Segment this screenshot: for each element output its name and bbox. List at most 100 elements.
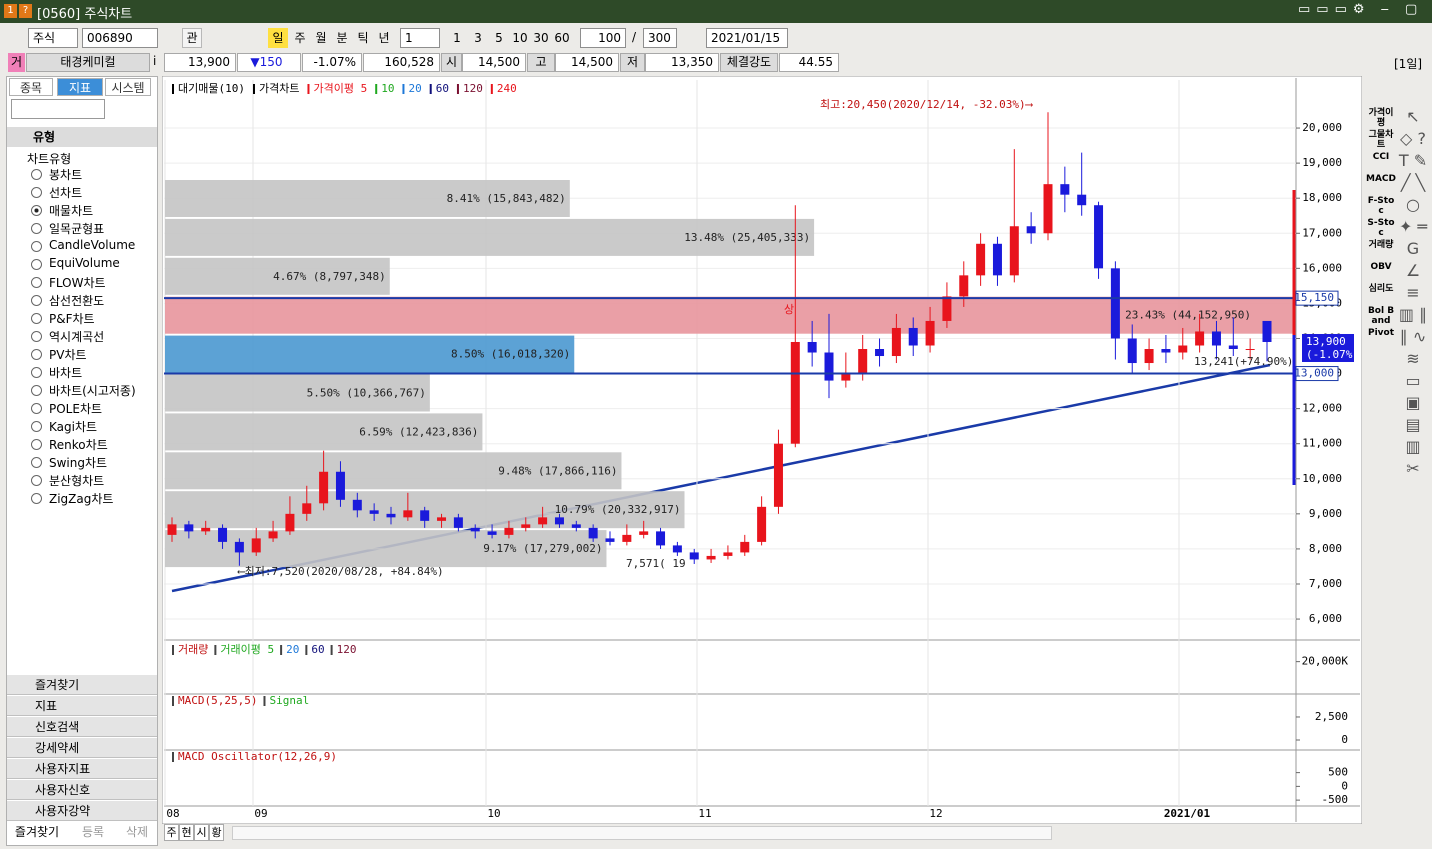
bottom-tab[interactable]: 현: [179, 824, 194, 841]
chart-type-option[interactable]: 선차트: [49, 186, 83, 200]
period-button[interactable]: 틱: [357, 31, 369, 45]
window-controls[interactable]: ▭▭▭⚙ ‒ ▢ ✕: [1298, 2, 1432, 17]
bottom-button[interactable]: 삭제: [125, 825, 149, 839]
chart-type-option[interactable]: FLOW차트: [49, 276, 106, 290]
indicator-button[interactable]: MACD: [1366, 174, 1396, 184]
radio[interactable]: [31, 187, 42, 198]
interval-select[interactable]: 1: [400, 28, 440, 48]
chart-type-option[interactable]: 봉차트: [49, 168, 83, 182]
radio[interactable]: [31, 439, 42, 450]
bottom-button[interactable]: 등록: [81, 825, 105, 839]
chart-type-option[interactable]: POLE차트: [49, 402, 103, 416]
folder[interactable]: 즐겨찾기: [7, 675, 157, 695]
chart-type-option[interactable]: EquiVolume: [49, 256, 120, 270]
folder[interactable]: 강세약세: [7, 738, 157, 758]
radio[interactable]: [31, 457, 42, 468]
pane-legend-item: 120: [337, 643, 357, 656]
indicator-button[interactable]: 거래량: [1368, 240, 1394, 250]
radio[interactable]: [31, 313, 42, 324]
chart-type-option[interactable]: ZigZag차트: [49, 492, 114, 506]
chart-type-option[interactable]: 매물차트: [49, 204, 94, 218]
group-label[interactable]: 차트유형: [27, 152, 72, 166]
radio[interactable]: [31, 385, 42, 396]
radio[interactable]: [31, 475, 42, 486]
chart-type-option[interactable]: Kagi차트: [49, 420, 98, 434]
indicator-button[interactable]: F-Stoc: [1367, 196, 1395, 216]
radio[interactable]: [31, 421, 42, 432]
radio[interactable]: [31, 223, 42, 234]
period-button[interactable]: 일: [268, 28, 288, 48]
chart-type-option[interactable]: Swing차트: [49, 456, 108, 470]
step-button[interactable]: 5: [495, 31, 503, 45]
radio[interactable]: [31, 367, 42, 378]
candle-body: [1195, 331, 1205, 346]
chart-type-option[interactable]: 바차트(시고저종): [49, 384, 136, 398]
indicator-button[interactable]: S-Stoc: [1367, 218, 1395, 238]
drawing-tools[interactable]: ↖ ◇ ? T ✎ ╱ ╲ ○ ✦ ═ G ∠ ≡ ▥ ∥ ∥ ∿ ≋ ▭ ▣ …: [1398, 107, 1428, 478]
step-button[interactable]: 3: [474, 31, 482, 45]
indicator-button[interactable]: Pivot: [1367, 328, 1395, 338]
step-button[interactable]: 30: [533, 31, 549, 45]
step-button[interactable]: 1: [453, 31, 461, 45]
radio[interactable]: [31, 169, 42, 180]
panel-tab[interactable]: 종목: [9, 78, 53, 96]
radio[interactable]: [31, 277, 42, 288]
chart-type-option[interactable]: CandleVolume: [49, 238, 136, 252]
period-button[interactable]: 년: [378, 31, 390, 45]
chart-type-option[interactable]: 역시계곡선: [49, 330, 105, 344]
folder[interactable]: 지표: [7, 696, 157, 716]
chart-type-option[interactable]: 분산형차트: [49, 474, 105, 488]
indicator-button[interactable]: 그물차트: [1368, 130, 1394, 150]
radio[interactable]: [31, 295, 42, 306]
folder[interactable]: 사용자지표: [7, 759, 157, 779]
x-tick-label: 2021/01: [1164, 807, 1211, 820]
period-button[interactable]: 주: [294, 31, 306, 45]
bottom-button[interactable]: 즐겨찾기: [14, 825, 60, 839]
period-button[interactable]: 분: [336, 31, 348, 45]
folder[interactable]: 신호검색: [7, 717, 157, 737]
scrollbar[interactable]: [232, 826, 1052, 840]
candle-body: [790, 341, 800, 444]
indicator-button[interactable]: 심리도: [1368, 284, 1394, 294]
step-button[interactable]: 10: [512, 31, 528, 45]
radio[interactable]: [31, 259, 42, 270]
panel-tab[interactable]: 시스템: [105, 78, 151, 96]
panel-tab[interactable]: 지표: [57, 78, 103, 96]
section-header[interactable]: 유형: [7, 127, 157, 147]
radio[interactable]: [31, 349, 42, 360]
indicator-button[interactable]: 가격이평: [1368, 108, 1394, 128]
chart-type-option[interactable]: Renko차트: [49, 438, 108, 452]
bottom-tab[interactable]: 시: [194, 824, 209, 841]
help-icon[interactable]: ?: [19, 4, 32, 18]
chart-type-option[interactable]: 바차트: [49, 366, 83, 380]
chart-type-option[interactable]: PV차트: [49, 348, 87, 362]
folder[interactable]: 사용자신호: [7, 780, 157, 800]
chart-type-option[interactable]: 일목균형표: [49, 222, 105, 236]
folder[interactable]: 사용자강약: [7, 801, 157, 821]
bottom-tab[interactable]: 황: [209, 824, 224, 841]
bottom-tab[interactable]: 주: [164, 824, 179, 841]
indicator-button[interactable]: CCI: [1372, 152, 1390, 162]
candle-body: [1161, 349, 1171, 353]
period-button[interactable]: 월: [315, 31, 327, 45]
market-select[interactable]: 주식: [28, 28, 78, 48]
chart-type-option[interactable]: 삼선전환도: [49, 294, 105, 308]
indicator-button[interactable]: Bol Band: [1367, 306, 1395, 326]
info-icon[interactable]: i: [153, 54, 157, 68]
search-input[interactable]: [11, 99, 105, 119]
indicator-button[interactable]: OBV: [1370, 262, 1392, 272]
total-input[interactable]: 300: [643, 28, 677, 48]
step-button[interactable]: 60: [554, 31, 570, 45]
radio[interactable]: [31, 205, 42, 216]
radio[interactable]: [31, 403, 42, 414]
kwan-button[interactable]: 관: [182, 28, 202, 48]
radio[interactable]: [31, 331, 42, 342]
chart-type-option[interactable]: P&F차트: [49, 312, 95, 326]
app-icon[interactable]: 1: [4, 4, 17, 18]
candle-body: [807, 341, 817, 353]
code-input[interactable]: 006890: [82, 28, 158, 48]
radio[interactable]: [31, 241, 42, 252]
count-input[interactable]: 100: [580, 28, 626, 48]
radio[interactable]: [31, 493, 42, 504]
date-input[interactable]: 2021/01/15: [706, 28, 788, 48]
